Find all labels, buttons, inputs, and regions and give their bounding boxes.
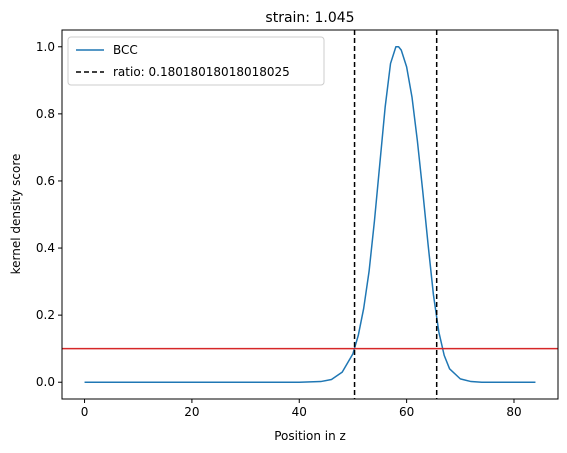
legend-label-bcc: BCC — [113, 43, 138, 57]
chart-title: strain: 1.045 — [265, 10, 354, 26]
y-tick-label: 0.8 — [36, 107, 55, 121]
legend-label-ratio: ratio: 0.18018018018018025 — [113, 65, 290, 79]
y-tick-label: 0.2 — [36, 308, 55, 322]
y-tick-label: 1.0 — [36, 40, 55, 54]
plot-area — [62, 30, 558, 399]
x-tick-label: 20 — [184, 405, 199, 419]
plot-frame — [61, 29, 559, 400]
x-tick-label: 40 — [292, 405, 307, 419]
x-axis-label: Position in z — [274, 429, 346, 443]
x-tick-label: 80 — [506, 405, 521, 419]
x-axis: 0 20 40 60 80 — [81, 399, 522, 419]
legend-box — [67, 36, 325, 86]
x-tick-label: 0 — [81, 405, 89, 419]
x-tick-label: 60 — [399, 405, 414, 419]
y-tick-label: 0.4 — [36, 241, 55, 255]
series-line-bcc — [84, 46, 536, 383]
y-tick-label: 0.0 — [36, 375, 55, 389]
y-axis: 0.0 0.2 0.4 0.6 0.8 1.0 — [36, 40, 62, 389]
legend: BCC ratio: 0.18018018018018025 — [67, 36, 325, 86]
y-axis-label: kernel density score — [9, 154, 23, 275]
y-tick-label: 0.6 — [36, 174, 55, 188]
